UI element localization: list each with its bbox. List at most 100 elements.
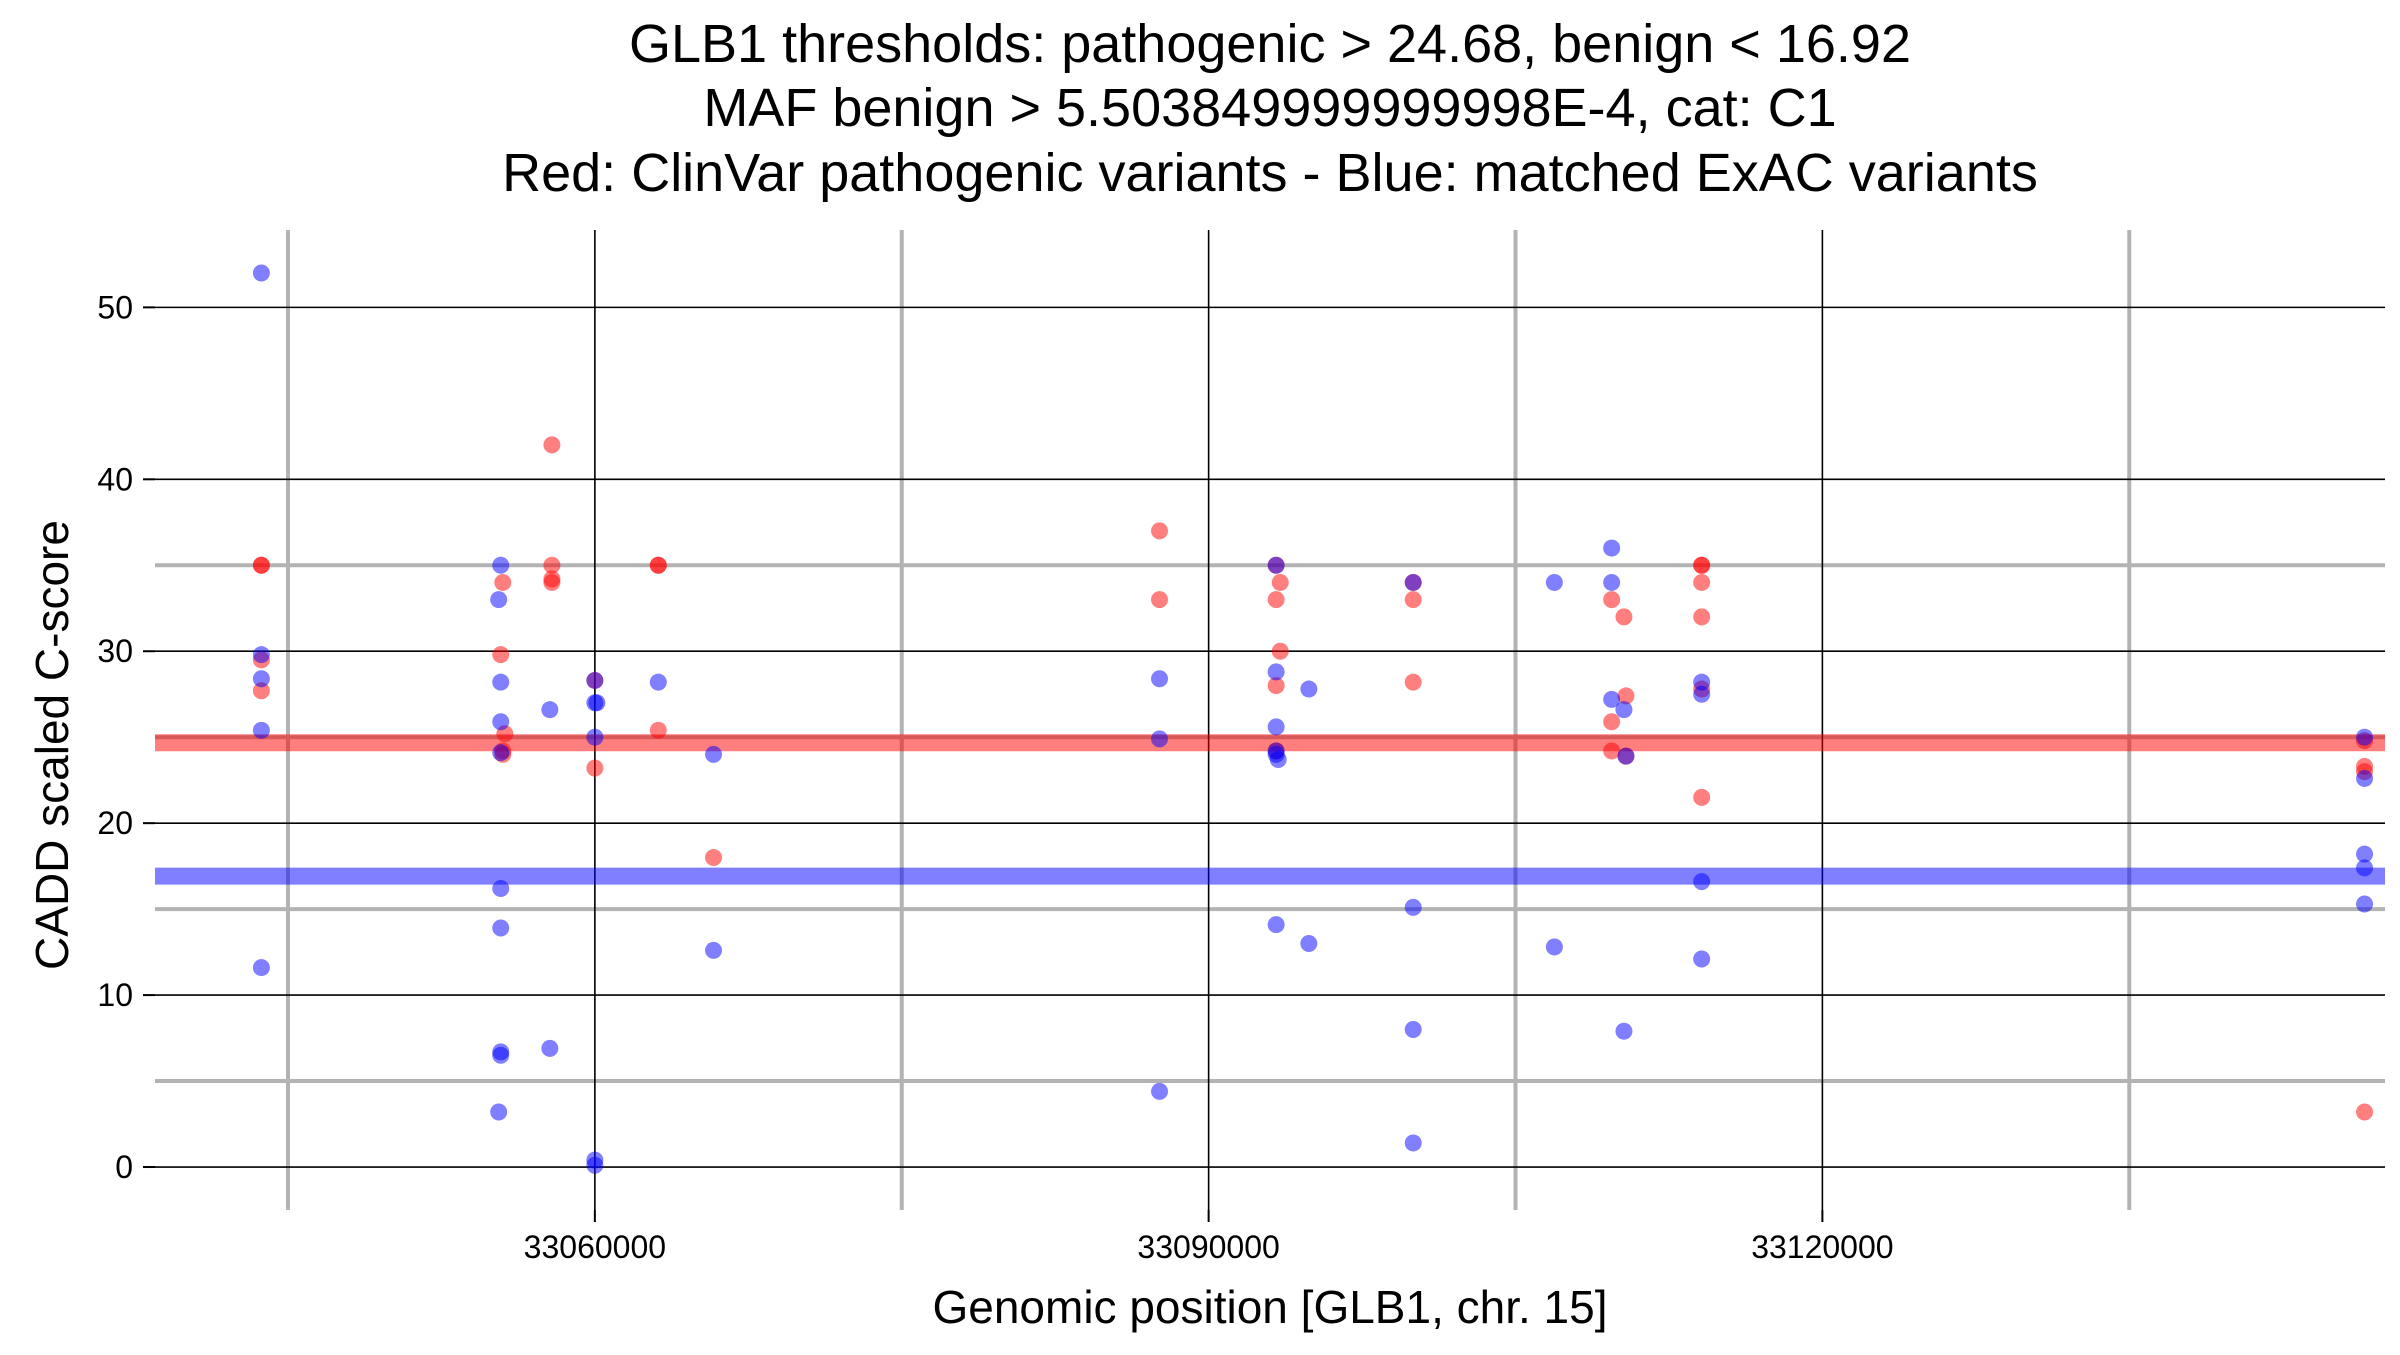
data-point	[492, 1046, 510, 1064]
data-point	[1693, 788, 1711, 806]
data-point	[492, 556, 510, 574]
data-point	[1269, 751, 1287, 769]
data-point	[649, 673, 667, 691]
data-point	[1404, 1020, 1422, 1038]
data-point	[252, 721, 270, 739]
data-point	[705, 745, 723, 763]
data-point	[1151, 591, 1169, 609]
y-tick-label: 0	[115, 1149, 133, 1185]
data-point	[1617, 747, 1635, 765]
data-point	[1404, 591, 1422, 609]
data-point	[252, 959, 270, 977]
data-point	[705, 849, 723, 867]
data-point	[1271, 642, 1289, 660]
data-point	[1267, 916, 1285, 934]
data-point	[252, 264, 270, 282]
data-point	[490, 591, 508, 609]
data-point	[492, 879, 510, 897]
y-tick-label: 10	[97, 977, 133, 1013]
data-point	[543, 436, 561, 454]
data-point	[494, 573, 512, 591]
data-point	[1267, 663, 1285, 681]
data-point	[1693, 673, 1711, 691]
data-point	[1693, 873, 1711, 891]
data-points	[252, 264, 2374, 1174]
y-axis-label: CADD scaled C-score	[26, 520, 78, 970]
y-tick-label: 50	[97, 289, 133, 325]
data-point	[2356, 895, 2374, 913]
data-point	[1615, 701, 1633, 719]
data-point	[2356, 769, 2374, 787]
data-point	[1267, 556, 1285, 574]
data-point	[541, 701, 559, 719]
data-point	[1404, 573, 1422, 591]
data-point	[1617, 687, 1635, 705]
threshold-lines	[155, 734, 2385, 885]
data-point	[1603, 742, 1621, 760]
data-point	[1151, 1082, 1169, 1100]
data-point	[492, 744, 510, 762]
data-point	[1603, 690, 1621, 708]
data-point	[1300, 680, 1318, 698]
data-point	[1545, 938, 1563, 956]
data-point	[1267, 718, 1285, 736]
data-point	[586, 728, 604, 746]
data-point	[649, 721, 667, 739]
title-line-2: MAF benign > 5.503849999999998E-4, cat: …	[703, 78, 1836, 138]
data-point	[1693, 685, 1711, 703]
data-point	[1545, 573, 1563, 591]
grid-lines	[155, 230, 2385, 1210]
data-point	[1271, 573, 1289, 591]
data-point	[2356, 728, 2374, 746]
data-point	[543, 573, 561, 591]
y-tick-label: 30	[97, 633, 133, 669]
data-point	[1151, 670, 1169, 688]
data-point	[492, 646, 510, 664]
data-point	[252, 646, 270, 664]
data-point	[252, 682, 270, 700]
data-point	[1603, 713, 1621, 731]
data-point	[1615, 1022, 1633, 1040]
data-point	[252, 556, 270, 574]
y-tick-label: 20	[97, 805, 133, 841]
data-point	[252, 670, 270, 688]
data-point	[1603, 573, 1621, 591]
data-point	[490, 1103, 508, 1121]
data-point	[1615, 608, 1633, 626]
data-point	[1300, 935, 1318, 953]
data-point	[1693, 950, 1711, 968]
data-point	[1151, 522, 1169, 540]
data-point	[586, 1156, 604, 1174]
data-point	[1404, 1134, 1422, 1152]
data-point	[1603, 591, 1621, 609]
data-point	[586, 671, 604, 689]
data-point	[649, 556, 667, 574]
data-point	[586, 759, 604, 777]
data-point	[1404, 673, 1422, 691]
data-point	[1693, 573, 1711, 591]
data-point	[492, 713, 510, 731]
title-line-1: GLB1 thresholds: pathogenic > 24.68, ben…	[629, 14, 1911, 74]
data-point	[1267, 591, 1285, 609]
data-point	[1267, 677, 1285, 695]
data-point	[705, 941, 723, 959]
data-point	[1693, 556, 1711, 574]
x-tick-label: 33120000	[1751, 1229, 1893, 1265]
data-point	[543, 556, 561, 574]
data-point	[492, 673, 510, 691]
data-point	[541, 1039, 559, 1057]
y-tick-label: 40	[97, 461, 133, 497]
data-point	[1693, 608, 1711, 626]
data-point	[492, 919, 510, 937]
data-point	[2356, 845, 2374, 863]
x-axis-label: Genomic position [GLB1, chr. 15]	[932, 1281, 1607, 1333]
axes: 0 10 20 30 40 50 33060000 33090000 33120000	[97, 289, 1893, 1265]
x-tick-label: 33060000	[524, 1229, 666, 1265]
x-tick-label: 33090000	[1137, 1229, 1279, 1265]
data-point	[588, 694, 606, 712]
title-line-3: Red: ClinVar pathogenic variants - Blue:…	[502, 143, 2038, 203]
data-point	[2356, 859, 2374, 877]
data-point	[1151, 730, 1169, 748]
